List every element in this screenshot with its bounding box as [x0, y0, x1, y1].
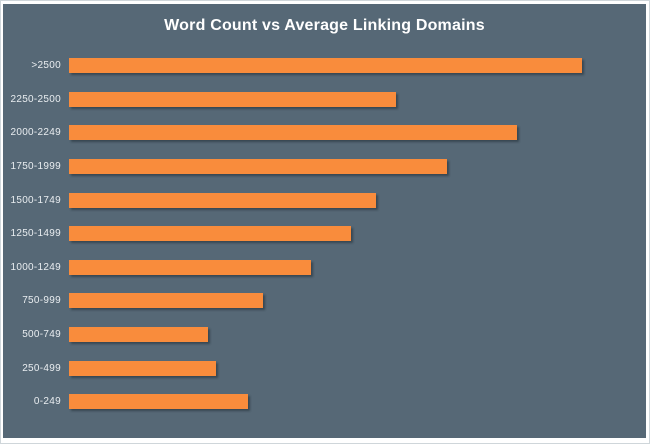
category-label: 2250-2500	[10, 93, 61, 105]
category-label: 500-749	[22, 329, 61, 341]
bar-row: 250-499	[3, 351, 646, 385]
bar-row: 1000-1249	[3, 251, 646, 285]
bar-row: 1500-1749	[3, 183, 646, 217]
chart-title: Word Count vs Average Linking Domains	[164, 17, 485, 34]
category-label: 2000-2249	[10, 127, 61, 139]
category-label: 1250-1499	[10, 228, 61, 240]
bar-row: 0-249	[3, 385, 646, 419]
bar-row: 2250-2500	[3, 83, 646, 117]
bar	[69, 91, 396, 107]
bar	[69, 360, 216, 376]
bar-row: 750-999	[3, 284, 646, 318]
bar-row: 1750-1999	[3, 150, 646, 184]
category-label: 1500-1749	[10, 194, 61, 206]
category-label: 0-249	[33, 396, 61, 408]
bar	[69, 226, 351, 242]
category-label: 1000-1249	[10, 261, 61, 273]
bars-area: >2500 2250-2500 2000-2249 1750-1999 1500…	[3, 49, 646, 419]
bar	[69, 192, 376, 208]
bar	[69, 327, 208, 343]
bar-row: >2500	[3, 49, 646, 83]
bar	[69, 394, 248, 410]
category-label: 750-999	[22, 295, 61, 307]
category-label: 1750-1999	[10, 161, 61, 173]
category-label: >2500	[31, 60, 61, 72]
chart-panel: Word Count vs Average Linking Domains >2…	[3, 4, 646, 438]
bar	[69, 125, 517, 141]
bar	[69, 58, 582, 74]
bar	[69, 259, 311, 275]
bar-row: 500-749	[3, 318, 646, 352]
bar-row: 1250-1499	[3, 217, 646, 251]
category-label: 250-499	[22, 362, 61, 374]
bar	[69, 293, 263, 309]
bar	[69, 159, 447, 175]
bar-row: 2000-2249	[3, 116, 646, 150]
